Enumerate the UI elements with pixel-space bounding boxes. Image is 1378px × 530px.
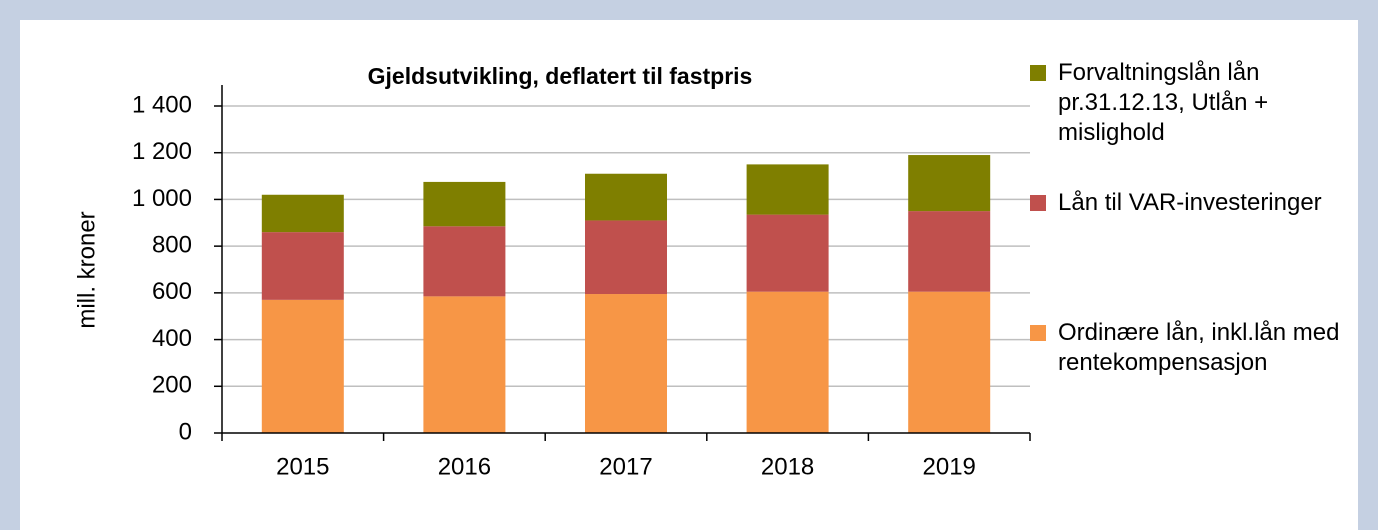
bar-segment [585,220,667,295]
y-tick-label: 800 [152,231,192,258]
y-tick-label: 1 400 [132,91,192,118]
legend-label: Lån til VAR-investeringer [1058,189,1322,216]
bar-segment [261,232,344,300]
panel [20,20,1358,530]
bar-segment [423,181,506,227]
y-tick-label: 400 [152,325,192,352]
y-tick-label: 1 000 [132,185,192,212]
bar-segment [908,155,991,212]
y-tick-label: 200 [152,372,192,399]
legend-label: Forvaltningslån lån pr.31.12.13, Utlån +… [1058,59,1269,146]
bar-segment [746,164,829,215]
bar-segment [423,296,506,433]
legend-label: Ordinære lån, inkl.lån med rentekompensa… [1058,319,1340,376]
legend-swatch [1030,325,1046,341]
bar-segment [585,173,667,221]
y-axis-label: mill. kroner [73,211,100,328]
bar-segment [423,226,506,297]
bar-segment [261,194,344,233]
x-tick-label: 2017 [599,453,652,480]
x-tick-label: 2015 [276,453,329,480]
x-tick-label: 2018 [761,453,814,480]
chart-title: Gjeldsutvikling, deflatert til fastpris [368,63,753,89]
legend-swatch [1030,65,1046,81]
bar-segment [908,211,991,292]
y-tick-label: 1 200 [132,138,192,165]
legend-entry: Forvaltningslån lån pr.31.12.13, Utlån +… [1030,58,1370,148]
y-tick-label: 0 [179,418,192,445]
legend-entry: Lån til VAR-investeringer [1030,188,1370,218]
y-tick-label: 600 [152,278,192,305]
bar-segment [908,291,991,433]
x-tick-label: 2016 [438,453,491,480]
bar-segment [261,299,344,433]
legend-swatch [1030,195,1046,211]
bar-segment [746,291,829,433]
bar-segment [585,294,667,433]
bar-segment [746,214,829,292]
legend-entry: Ordinære lån, inkl.lån med rentekompensa… [1030,318,1370,378]
x-tick-label: 2019 [923,453,976,480]
